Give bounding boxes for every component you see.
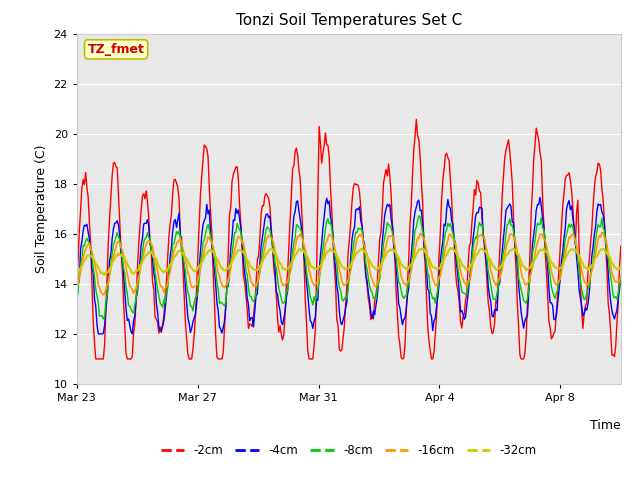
Text: Time: Time [590, 419, 621, 432]
Text: TZ_fmet: TZ_fmet [88, 43, 145, 56]
Y-axis label: Soil Temperature (C): Soil Temperature (C) [35, 144, 48, 273]
Title: Tonzi Soil Temperatures Set C: Tonzi Soil Temperatures Set C [236, 13, 462, 28]
Legend: -2cm, -4cm, -8cm, -16cm, -32cm: -2cm, -4cm, -8cm, -16cm, -32cm [156, 439, 541, 461]
